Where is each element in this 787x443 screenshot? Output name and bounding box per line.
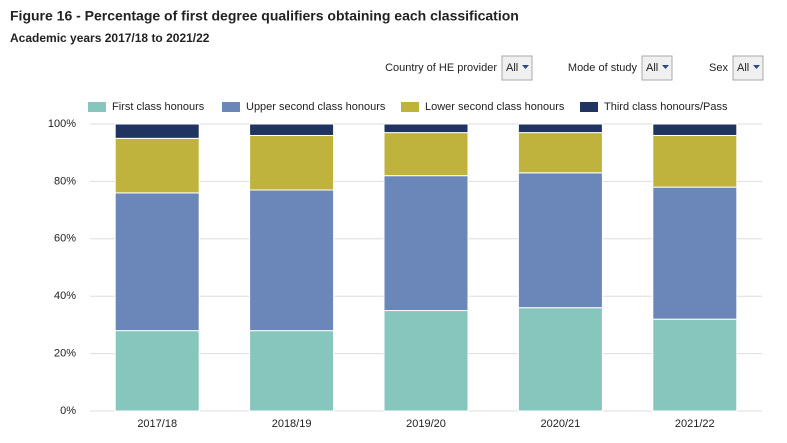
chart-title: Figure 16 - Percentage of first degree q…: [10, 8, 519, 24]
bar-segment: [114, 330, 200, 412]
x-tick-label: 2018/19: [272, 418, 312, 430]
y-tick-label: 100%: [48, 118, 76, 130]
dropdown-value[interactable]: All: [737, 62, 749, 74]
bar-segment: [517, 132, 603, 174]
bar-segment: [249, 189, 335, 332]
dropdown[interactable]: [641, 55, 673, 81]
legend-swatch: [580, 102, 598, 112]
x-tick-label: 2021/22: [675, 418, 715, 430]
legend-label: Lower second class honours: [425, 101, 565, 113]
bar-segment: [249, 330, 335, 412]
dropdown-arrow[interactable]: [662, 65, 669, 69]
y-tick-label: 20%: [54, 348, 76, 360]
y-tick-label: 0%: [60, 405, 76, 417]
bar-segment: [652, 134, 738, 188]
x-tick-label: 2019/20: [406, 418, 446, 430]
dropdown-arrow[interactable]: [522, 65, 529, 69]
filter-label: Sex: [709, 62, 728, 74]
legend-swatch: [222, 102, 240, 112]
dropdown[interactable]: [732, 55, 764, 81]
y-tick-label: 60%: [54, 233, 76, 245]
legend-swatch: [401, 102, 419, 112]
bar-segment: [249, 134, 335, 191]
bar-segment: [383, 132, 469, 177]
x-tick-label: 2017/18: [137, 418, 177, 430]
dropdown-value[interactable]: All: [646, 62, 658, 74]
bar-segment: [114, 123, 200, 139]
bar-segment: [383, 123, 469, 134]
filter-label: Country of HE provider: [385, 62, 497, 74]
bar-segment: [114, 137, 200, 194]
bar-segment: [383, 175, 469, 312]
y-tick-label: 40%: [54, 290, 76, 302]
dropdown-value[interactable]: All: [506, 62, 518, 74]
legend-label: Upper second class honours: [246, 101, 386, 113]
bar-segment: [114, 192, 200, 332]
bar-segment: [249, 123, 335, 136]
legend-label: First class honours: [112, 101, 205, 113]
x-tick-label: 2020/21: [541, 418, 581, 430]
bar-segment: [652, 123, 738, 136]
bar-segment: [517, 172, 603, 309]
bar-segment: [383, 310, 469, 412]
bar-segment: [652, 318, 738, 412]
legend-swatch: [88, 102, 106, 112]
bar-segment: [517, 307, 603, 412]
bar-segment: [652, 186, 738, 320]
bar-segment: [517, 123, 603, 134]
dropdown-arrow[interactable]: [753, 65, 760, 69]
filter-label: Mode of study: [568, 62, 638, 74]
legend-label: Third class honours/Pass: [604, 101, 728, 113]
chart-subtitle: Academic years 2017/18 to 2021/22: [10, 31, 210, 45]
dropdown[interactable]: [501, 55, 533, 81]
y-tick-label: 80%: [54, 175, 76, 187]
